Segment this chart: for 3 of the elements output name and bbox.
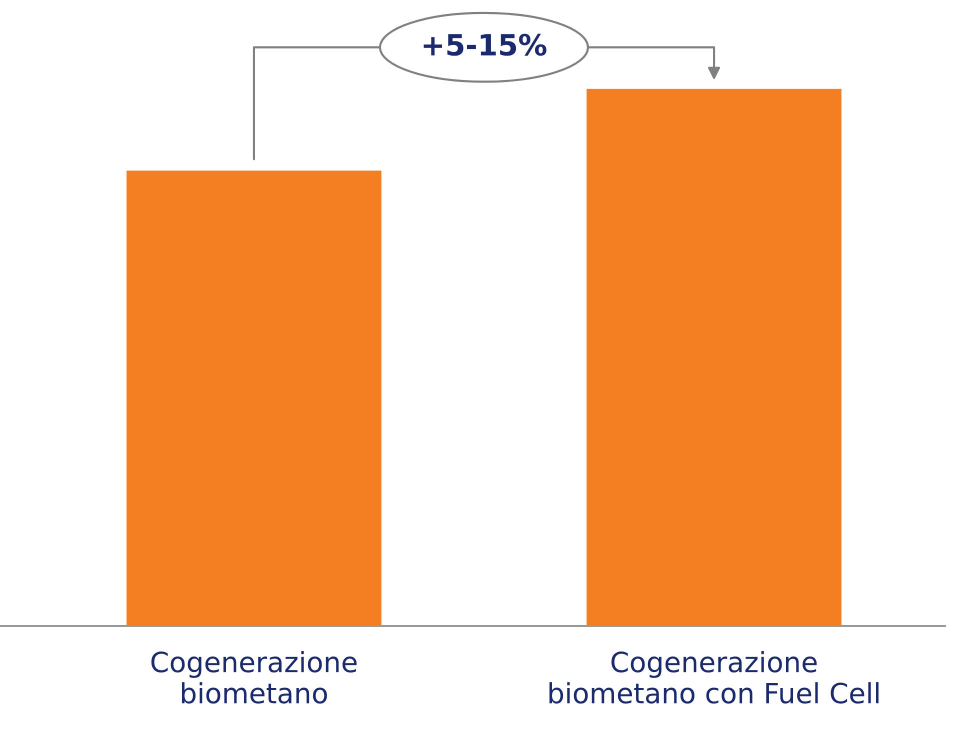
x-tick-label: Cogenerazione biometano con Fuel Cell [549, 651, 879, 704]
text: +5-15% [424, 34, 546, 56]
x-tick-label: Cogenerazione biometano [151, 651, 357, 704]
